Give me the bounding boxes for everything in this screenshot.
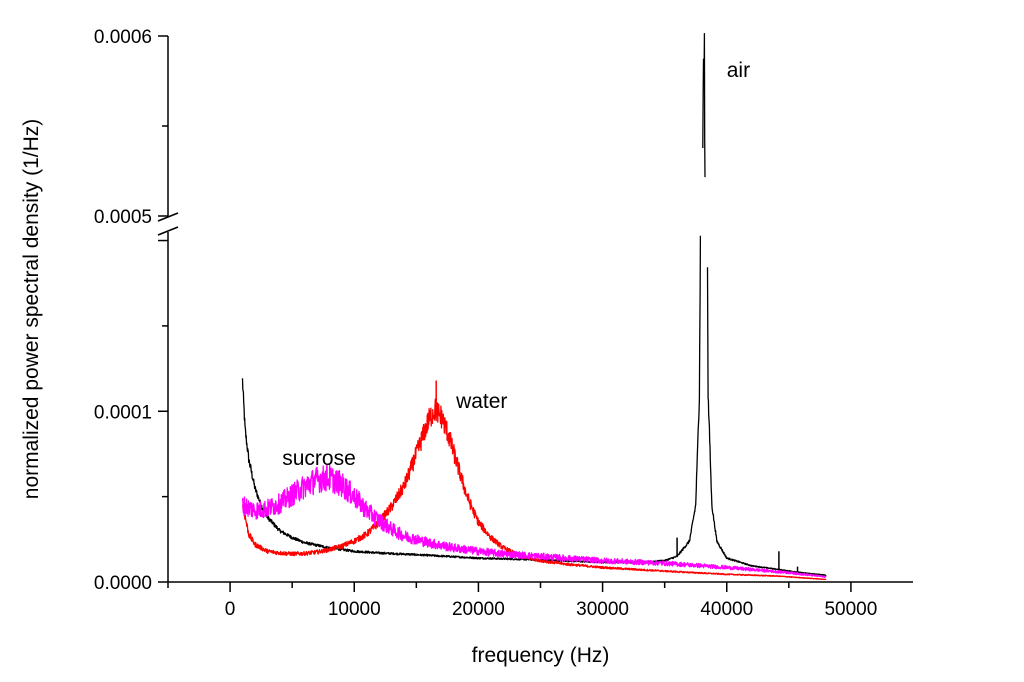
- x-tick-label-3: 30000: [576, 599, 629, 620]
- text-layer: 0 10000 20000 30000 40000 50000 0.0000 0.0001 0.…: [20, 27, 877, 667]
- annotation-sucrose: sucrose: [282, 447, 356, 470]
- y-tick-label-3: 0.0006: [94, 27, 152, 48]
- series-air-line-2: [706, 267, 827, 577]
- x-tick-label-2: 20000: [452, 599, 505, 620]
- series-air-line-1: [702, 32, 706, 178]
- axes-layer: [0, 35, 1024, 592]
- axis-break-mark-bottom: [157, 226, 179, 236]
- x-tick-label-4: 40000: [700, 599, 753, 620]
- series-layer: [241, 32, 827, 581]
- annotation-water: water: [455, 390, 507, 413]
- annotation-air: air: [727, 59, 750, 82]
- series-sucrose-line-0: [241, 464, 827, 579]
- x-tick-label-0: 0: [225, 599, 236, 620]
- y-tick-label-1: 0.0001: [94, 402, 152, 423]
- x-axis-title: frequency (Hz): [472, 644, 610, 667]
- y-tick-label-2: 0.0005: [94, 207, 152, 228]
- axis-break-mark-top: [157, 212, 179, 222]
- x-tick-label-1: 10000: [328, 599, 381, 620]
- y-axis-title: normalized power spectral density (1/Hz): [20, 119, 43, 499]
- axis-break-gap: [0, 217, 1024, 231]
- x-tick-label-5: 50000: [824, 599, 877, 620]
- y-tick-label-0: 0.0000: [94, 573, 152, 594]
